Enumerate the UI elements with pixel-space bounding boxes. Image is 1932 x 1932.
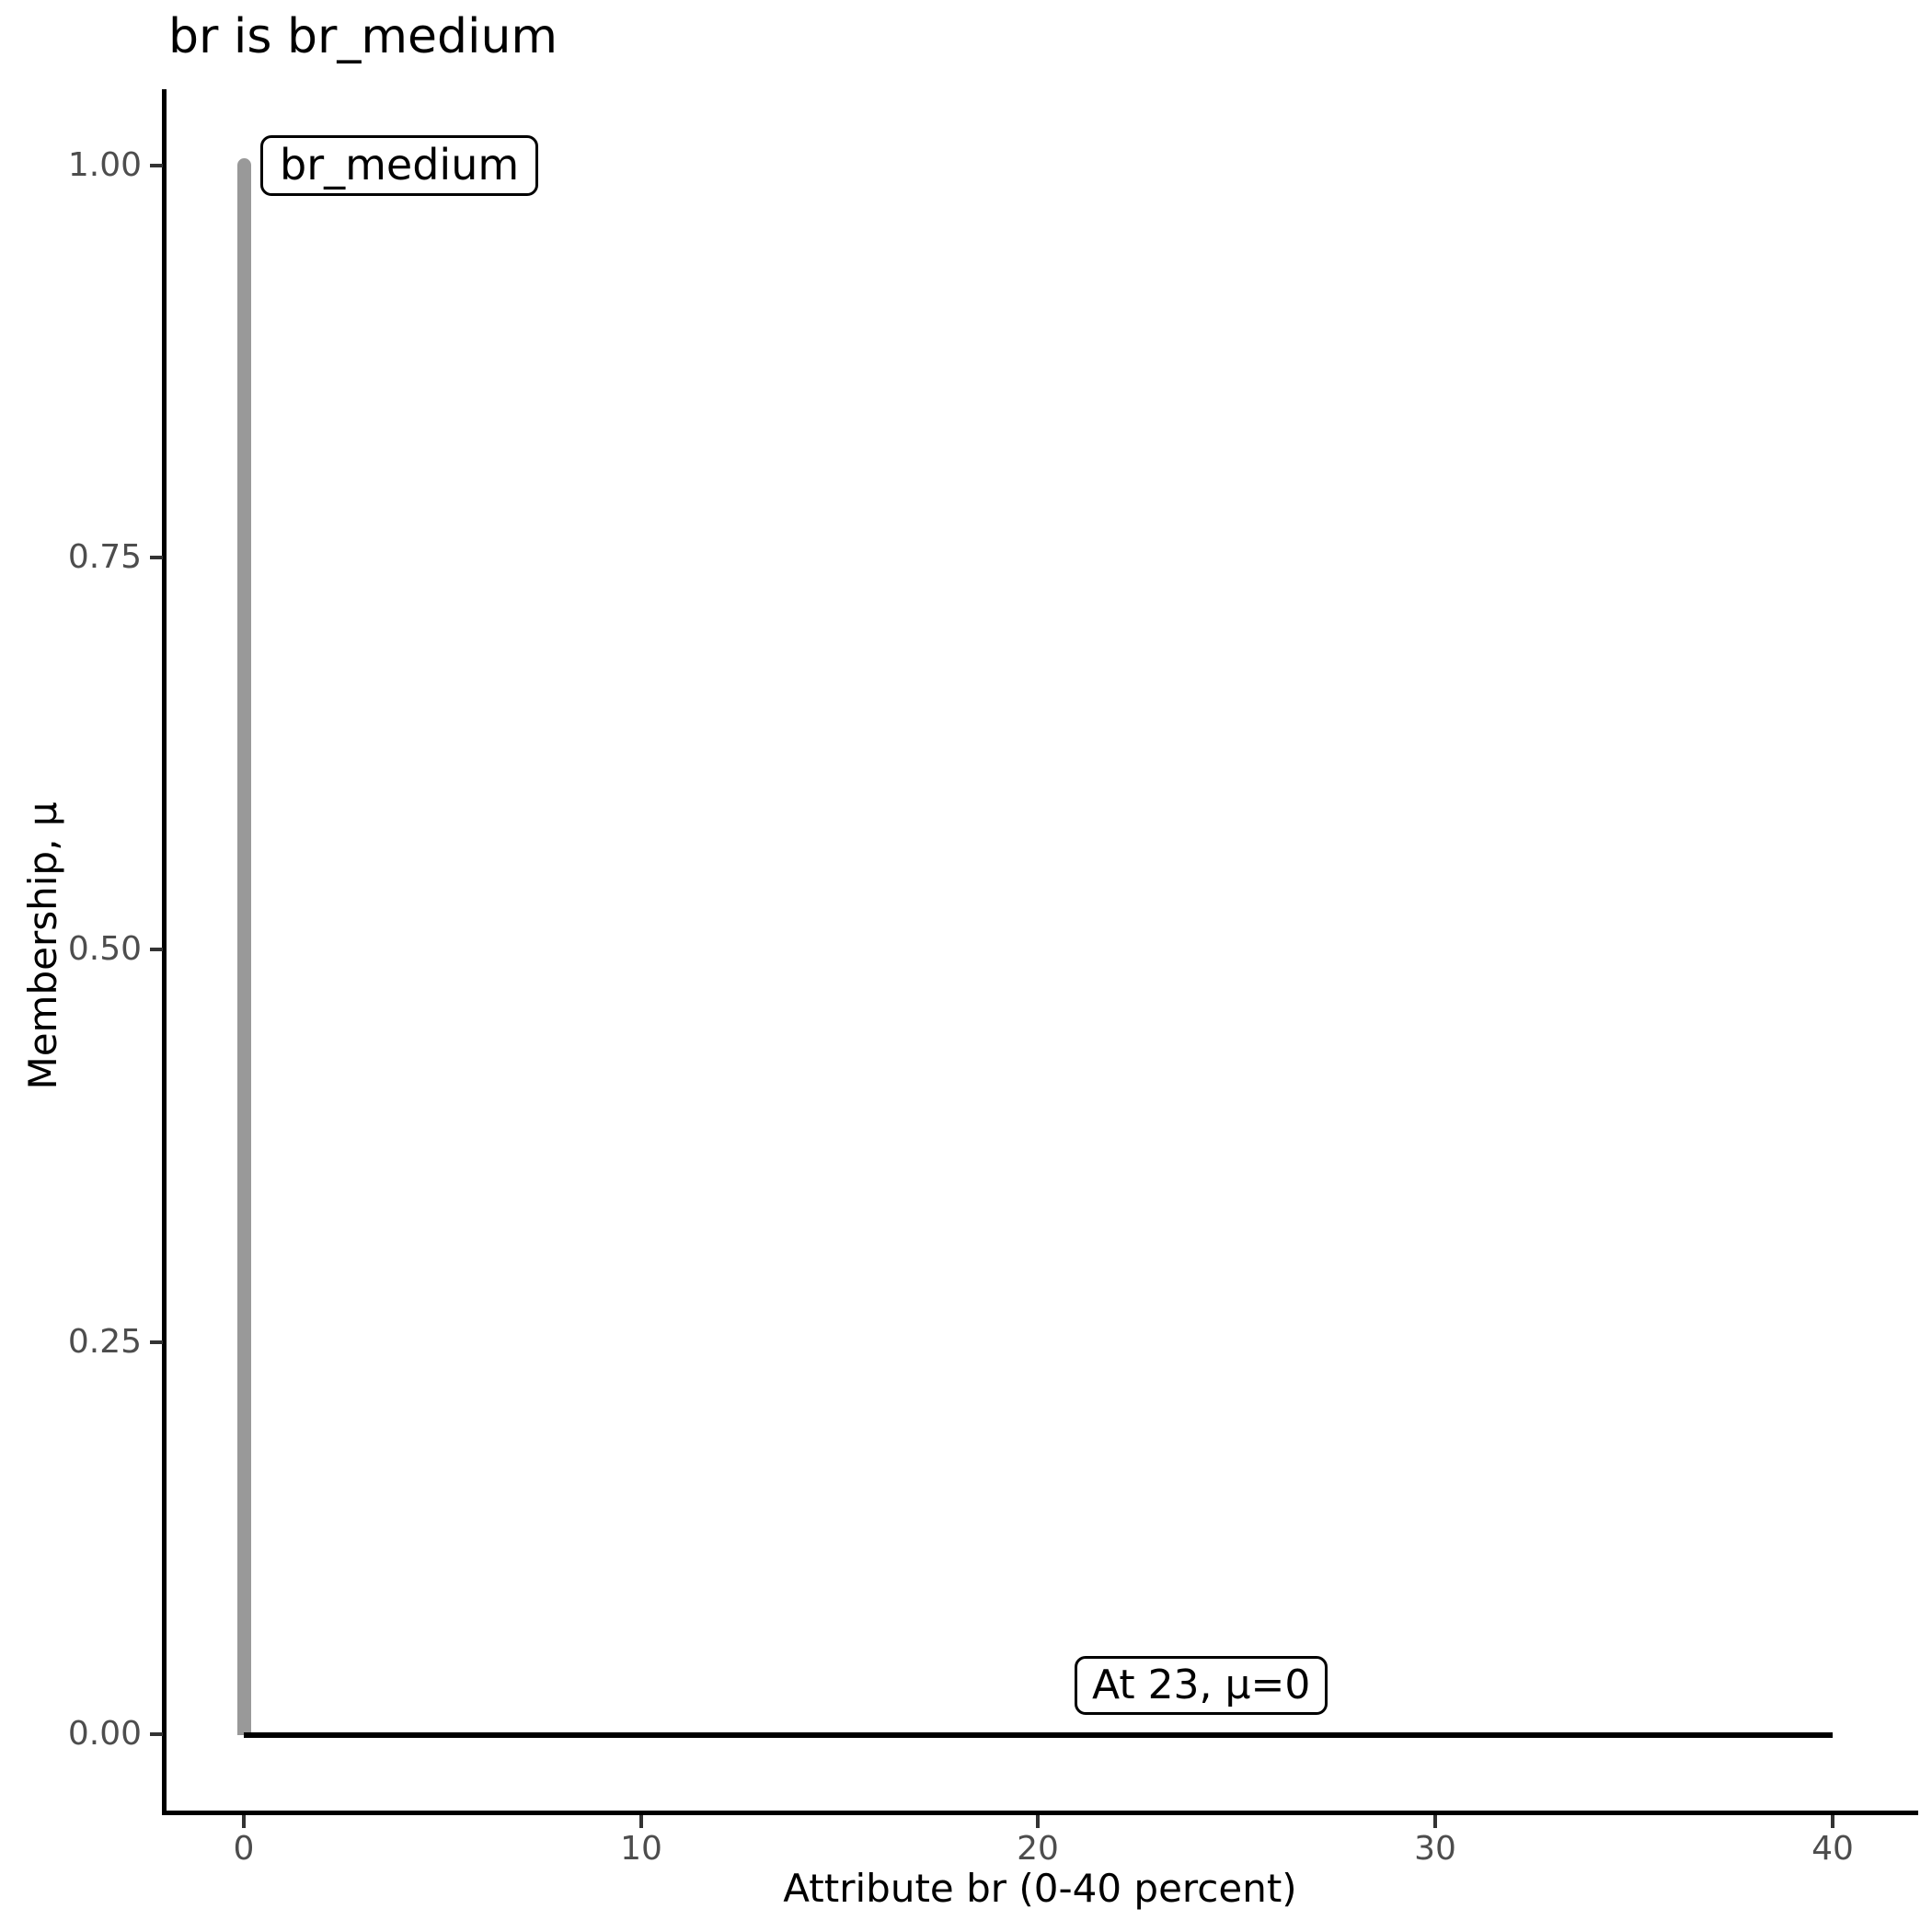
x-tick-label-0: 0: [233, 1830, 255, 1868]
y-tick-mark-0.00: [150, 1732, 163, 1736]
x-axis-title: Attribute br (0-40 percent): [783, 1866, 1297, 1911]
fuzzy-set-label: br_medium: [260, 135, 539, 196]
y-tick-label-1.00: 1.00: [67, 146, 142, 184]
y-axis-title: Membership, μ: [20, 801, 65, 1090]
y-tick-mark-0.50: [150, 948, 163, 951]
x-axis-line: [162, 1811, 1918, 1815]
y-tick-label-0.25: 0.25: [67, 1323, 142, 1361]
membership-spike-line: [237, 158, 251, 1735]
point-evaluation-label: At 23, μ=0: [1075, 1656, 1328, 1715]
membership-zero-line: [244, 1732, 1833, 1738]
x-tick-label-20: 20: [1017, 1830, 1059, 1868]
plot-title: br is br_medium: [168, 9, 558, 64]
y-tick-label-0.00: 0.00: [67, 1715, 142, 1753]
y-axis-line: [162, 89, 167, 1815]
x-tick-mark-10: [639, 1815, 643, 1828]
y-tick-mark-0.75: [150, 556, 163, 559]
x-tick-label-10: 10: [620, 1830, 662, 1868]
x-tick-mark-0: [242, 1815, 246, 1828]
x-tick-label-30: 30: [1414, 1830, 1456, 1868]
x-tick-mark-40: [1831, 1815, 1834, 1828]
x-tick-mark-20: [1036, 1815, 1040, 1828]
x-tick-label-40: 40: [1811, 1830, 1854, 1868]
y-tick-mark-1.00: [150, 164, 163, 167]
x-tick-mark-30: [1433, 1815, 1437, 1828]
y-tick-label-0.75: 0.75: [67, 538, 142, 576]
y-tick-label-0.50: 0.50: [67, 930, 142, 968]
y-tick-mark-0.25: [150, 1340, 163, 1344]
